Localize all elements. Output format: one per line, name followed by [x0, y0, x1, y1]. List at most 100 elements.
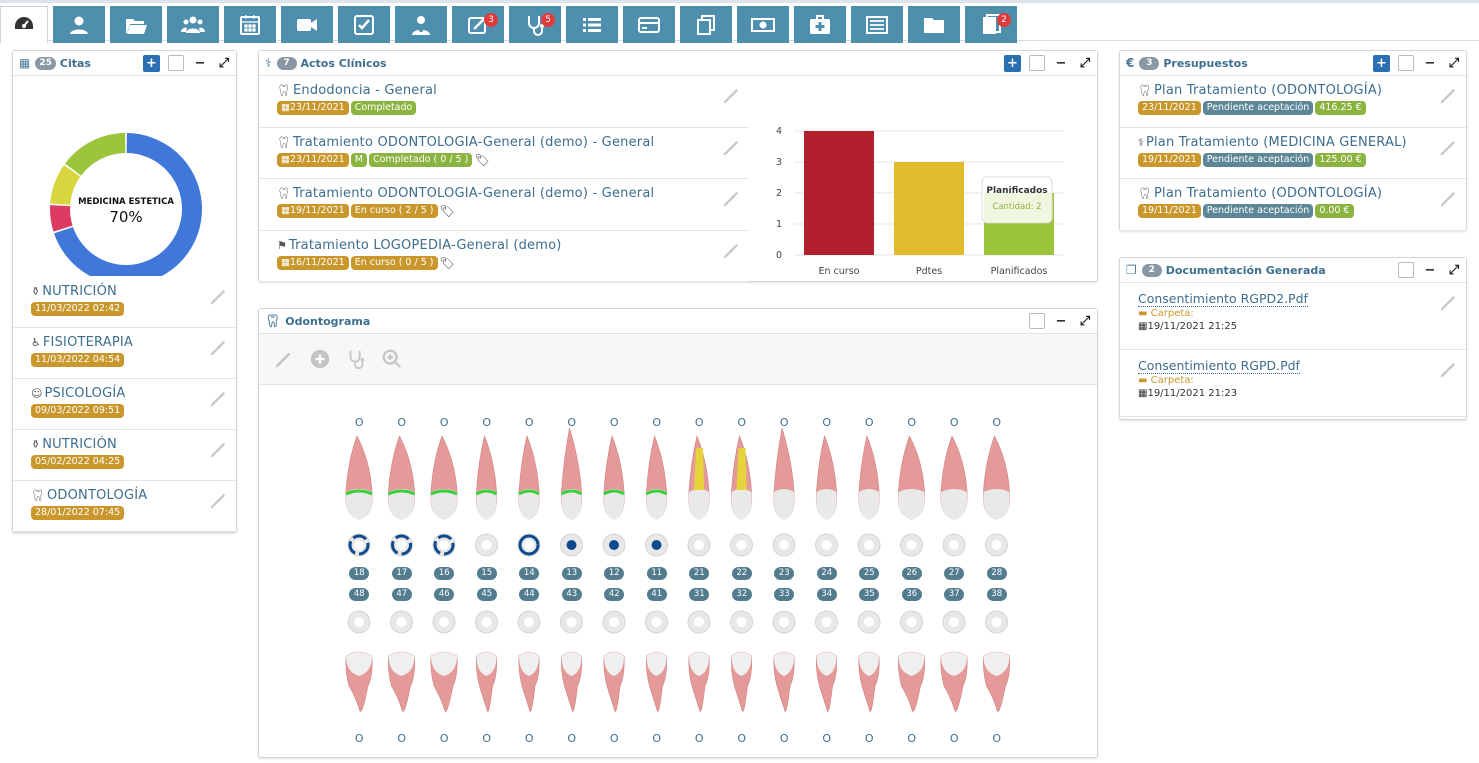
plus-circle-icon[interactable]	[309, 348, 331, 370]
tooth-number[interactable]: 46	[434, 588, 455, 601]
pencil-icon[interactable]	[1438, 293, 1458, 313]
acto-title[interactable]: Tratamiento ODONTOLOGIA-General (demo) -…	[292, 134, 655, 150]
tooth-number[interactable]: 16	[434, 567, 455, 580]
acto-item[interactable]: 🦷︎ Tratamiento ODONTOLOGIA-General (demo)…	[259, 128, 749, 179]
presupuesto-item[interactable]: 🦷︎ Plan Tratamiento (ODONTOLOGÍA) 23/11/2…	[1120, 76, 1466, 128]
minimize-button[interactable]: −	[1055, 313, 1067, 329]
tooth-status[interactable]: O	[354, 416, 364, 429]
acto-item[interactable]: 🦷︎ Tratamiento ODONTOLOGIA-General (demo)…	[259, 179, 749, 231]
pencil-icon[interactable]	[1438, 86, 1458, 106]
tooth-status[interactable]: O	[737, 416, 747, 429]
document-item[interactable]: Consentimiento RGPD.Pdf ▬ Carpeta: ▦19/1…	[1120, 350, 1466, 417]
toolbar-tab-prescription[interactable]: 3	[452, 6, 504, 43]
tooth-number[interactable]: 41	[646, 588, 667, 601]
tooth-status[interactable]: O	[779, 416, 789, 429]
tooth-number[interactable]: 12	[604, 567, 625, 580]
add-acto-button[interactable]: +	[1004, 54, 1021, 72]
cita-item[interactable]: ☺ PSICOLOGÍA 09/03/2022 09:51	[13, 379, 236, 430]
tooth-number[interactable]: 25	[859, 567, 880, 580]
select-checkbox[interactable]	[1029, 55, 1045, 71]
presupuesto-title[interactable]: Plan Tratamiento (ODONTOLOGÍA)	[1153, 186, 1383, 201]
cita-item[interactable]: ⚱ NUTRICIÓN 05/02/2022 04:25	[13, 430, 236, 481]
tooth-status[interactable]: O	[652, 416, 662, 429]
select-checkbox[interactable]	[1029, 313, 1045, 329]
tooth-status[interactable]: O	[907, 732, 917, 745]
tooth-number[interactable]: 15	[476, 567, 497, 580]
tooth-number[interactable]: 33	[774, 588, 795, 601]
tooth-number[interactable]: 43	[561, 588, 582, 601]
tags-icon[interactable]: 🏷︎	[439, 204, 455, 218]
pencil-icon[interactable]	[721, 241, 741, 261]
toolbar-tab-medkit[interactable]	[794, 6, 846, 43]
cita-title[interactable]: ODONTOLOGÍA	[46, 488, 148, 503]
toolbar-tab-calendar[interactable]	[224, 6, 276, 43]
cita-title[interactable]: NUTRICIÓN	[42, 284, 117, 299]
donut-slice[interactable]	[50, 165, 81, 205]
cita-title[interactable]: PSICOLOGÍA	[44, 386, 126, 401]
tooth-status[interactable]: O	[822, 416, 832, 429]
toolbar-tab-folder-open[interactable]	[110, 6, 162, 43]
cita-item[interactable]: ♿︎ FISIOTERAPIA 11/03/2022 04:54	[13, 328, 236, 379]
tags-icon[interactable]: 🏷︎	[439, 255, 455, 270]
tooth-number[interactable]: 36	[901, 588, 922, 601]
tooth-status[interactable]: O	[694, 416, 704, 429]
tooth-number[interactable]: 28	[986, 567, 1007, 580]
toolbar-tab-list[interactable]	[566, 6, 618, 43]
tooth-status[interactable]: O	[779, 732, 789, 745]
donut-slice[interactable]	[65, 133, 126, 176]
tooth-status[interactable]: O	[864, 416, 874, 429]
toolbar-tab-video[interactable]	[281, 6, 333, 43]
tooth-status[interactable]: O	[992, 732, 1002, 745]
tooth-number[interactable]: 37	[944, 588, 965, 601]
toolbar-tab-clipboard[interactable]: 2	[965, 6, 1017, 43]
pencil-icon[interactable]	[1438, 189, 1458, 209]
tooth-status[interactable]: O	[397, 732, 407, 745]
toolbar-tab-dashboard[interactable]	[0, 6, 48, 43]
tooth-number[interactable]: 32	[731, 588, 752, 601]
tooth-number[interactable]: 21	[689, 567, 710, 580]
cita-title[interactable]: FISIOTERAPIA	[42, 335, 134, 350]
tooth-number[interactable]: 42	[604, 588, 625, 601]
add-cita-button[interactable]: +	[143, 54, 160, 72]
cita-title[interactable]: NUTRICIÓN	[42, 437, 117, 452]
pencil-icon[interactable]	[208, 440, 228, 460]
tooth-number[interactable]: 31	[689, 588, 710, 601]
tooth-number[interactable]: 17	[391, 567, 412, 580]
toolbar-tab-check-square[interactable]	[338, 6, 390, 43]
tooth-number[interactable]: 13	[561, 567, 582, 580]
tooth-number[interactable]: 27	[944, 567, 965, 580]
tooth-status[interactable]: O	[864, 732, 874, 745]
toolbar-tab-credit-card[interactable]	[623, 6, 675, 43]
pencil-icon[interactable]	[208, 491, 228, 511]
toolbar-tab-user[interactable]	[53, 6, 105, 43]
tooth-number[interactable]: 35	[859, 588, 880, 601]
tooth-status[interactable]: O	[694, 732, 704, 745]
presupuesto-title[interactable]: Plan Tratamiento (ODONTOLOGÍA)	[1153, 83, 1383, 98]
acto-item[interactable]: 🦷︎ Endodoncia - General ▦23/11/2021 Comple…	[259, 76, 749, 128]
tooth-status[interactable]: O	[609, 416, 619, 429]
donut-slice[interactable]	[54, 133, 202, 276]
tooth-number[interactable]: 11	[646, 567, 667, 580]
tooth-status[interactable]: O	[567, 732, 577, 745]
select-checkbox[interactable]	[1398, 55, 1414, 71]
pencil-icon[interactable]	[273, 348, 295, 370]
select-checkbox[interactable]	[168, 55, 184, 71]
tooth-status[interactable]: O	[737, 732, 747, 745]
presupuesto-item[interactable]: 🦷︎ Plan Tratamiento (ODONTOLOGÍA) 19/11/2…	[1120, 179, 1466, 231]
acto-item[interactable]: ⚑ Tratamiento LOGOPEDIA-General (demo) ▦1…	[259, 231, 749, 282]
tooth-number[interactable]: 47	[391, 588, 412, 601]
pencil-icon[interactable]	[1438, 360, 1458, 380]
select-checkbox[interactable]	[1398, 262, 1414, 278]
tooth-status[interactable]: O	[992, 416, 1002, 429]
tooth-status[interactable]: O	[439, 416, 449, 429]
expand-icon[interactable]: ⤢	[1079, 55, 1091, 71]
tooth-number[interactable]: 44	[519, 588, 540, 601]
pencil-icon[interactable]	[721, 189, 741, 209]
minimize-button[interactable]: −	[194, 55, 206, 71]
pencil-icon[interactable]	[208, 389, 228, 409]
tooth-status[interactable]: O	[482, 416, 492, 429]
bar[interactable]	[894, 162, 964, 255]
tooth-status[interactable]: O	[439, 732, 449, 745]
tags-icon[interactable]: 🏷︎	[474, 152, 490, 167]
pencil-icon[interactable]	[208, 338, 228, 358]
